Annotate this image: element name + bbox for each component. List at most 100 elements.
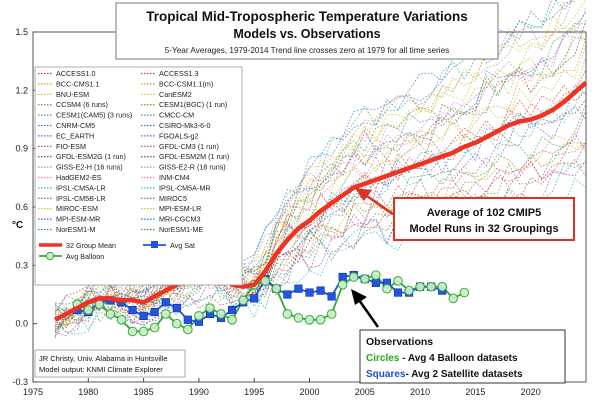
- satellite-data-point: [371, 278, 380, 287]
- legend-model-label: EC_EARTH: [56, 131, 94, 140]
- legend-avg-balloon-label: Avg Balloon: [66, 252, 104, 261]
- legend-model-label: BCC-CSM1.1(m): [159, 79, 213, 88]
- legend-model-label: MPI-ESM-LR: [159, 204, 201, 213]
- model-run-line: [54, 12, 587, 315]
- credit-line-2: Model output: KNMI Climate Explorer: [39, 365, 163, 374]
- balloon-data-point: [393, 276, 403, 286]
- x-axis-ticks: 1975 1980 1985 1990 1995 2000 2005 2010 2015 2020: [23, 378, 541, 397]
- axes: 1975 1980 1985 1990 1995 2000 2005 2010 2015 2020…: [12, 27, 541, 397]
- balloon-data-point: [205, 303, 215, 313]
- group-mean-series-line: [54, 80, 588, 322]
- legend-model-label: CESM1(CAM5) (3 runs): [56, 111, 132, 120]
- credit-box: JR Christy, Univ. Alabama in Huntsville …: [34, 349, 186, 378]
- satellite-data-point: [227, 305, 237, 315]
- legend-model-label: GISS-E2-R (18 runs): [159, 163, 226, 172]
- balloon-data-point: [382, 283, 392, 294]
- legend-model-label: MIROC5: [159, 194, 187, 203]
- balloon-data-point: [194, 311, 204, 321]
- model-run-line: [54, 161, 587, 331]
- satellite-data-point: [283, 290, 292, 299]
- legend-model-label: GFDL-CM3 (1 run): [159, 142, 219, 151]
- legend-model-label: BCC-CMS1.1: [56, 79, 100, 88]
- balloon-data-point: [459, 287, 470, 298]
- legend-model-label: NorESM1-M: [56, 225, 96, 234]
- balloon-data-point: [304, 314, 315, 325]
- chart-subtitle: Models vs. Observations: [233, 27, 380, 41]
- obs-circles-label: Circles: [366, 353, 400, 364]
- legend-model-label: CSIRO-Mk3-6-0: [159, 121, 211, 130]
- y-tick-label: 0.6: [15, 202, 28, 212]
- legend-model-label: CESM1(BGC) (1 run): [159, 100, 227, 109]
- model-run-line: [54, 36, 587, 320]
- balloon-data-point: [271, 283, 282, 294]
- y-tick-label: 0.3: [15, 260, 28, 270]
- y-axis-label: °C: [12, 220, 23, 231]
- chart-title: Tropical Mid-Tropospheric Temperature Va…: [146, 9, 468, 24]
- satellite-data-point: [393, 288, 403, 297]
- legend-avg-sat-label: Avg Sat: [170, 241, 195, 250]
- legend-model-label: FGOALS-g2: [159, 131, 199, 140]
- balloon-data-point: [348, 272, 359, 282]
- callout-arrow-shaft: [363, 192, 394, 216]
- legend-model-label: ACCESS1.0: [56, 69, 96, 78]
- balloon-data-point: [293, 312, 304, 323]
- satellite-series-line: [77, 274, 443, 323]
- legend-avg-balloon: Avg Balloon: [39, 251, 104, 261]
- obs-squares-desc: - Avg 2 Satellite datasets: [405, 369, 523, 380]
- model-run-line: [54, 0, 573, 332]
- x-tick-label: 2000: [299, 387, 319, 397]
- legend-model-label: CCSM4 (6 runs): [56, 100, 108, 109]
- satellite-data-point: [338, 272, 347, 282]
- obs-arrow-shaft: [357, 299, 380, 328]
- model-run-line: [55, 105, 587, 312]
- series-layer: [54, 80, 588, 337]
- legend-box: [34, 66, 243, 286]
- legend-model-label: IPSL-CM5B-LR: [56, 194, 106, 203]
- satellite-data-point: [161, 298, 170, 307]
- balloon-data-point: [359, 274, 370, 284]
- legend-model-label: IPSL-CM5A-LR: [56, 183, 106, 192]
- legend-model-label: GFDL-ESM2G (1 run): [56, 152, 126, 161]
- x-tick-label: 2005: [355, 387, 375, 397]
- legend-model-label: ACCESS1.3: [159, 69, 199, 78]
- x-tick-label: 2015: [465, 387, 485, 397]
- model-run-line: [54, 143, 587, 327]
- legend-model-label: MPI-ESM-MR: [56, 215, 100, 224]
- balloon-data-point: [260, 276, 271, 286]
- balloon-data-point: [149, 322, 160, 333]
- legend-model-label: IPSL-CM5A-MR: [159, 183, 211, 192]
- balloon-data-point: [105, 309, 116, 319]
- balloon-data-point: [404, 285, 414, 296]
- legend-model-label: MRI-CGCM3: [159, 215, 201, 224]
- balloon-data-point: [182, 324, 193, 335]
- balloon-data-point: [83, 305, 94, 315]
- satellite-data-point: [250, 294, 259, 303]
- x-tick-label: 1975: [23, 387, 43, 397]
- balloon-data-point: [138, 326, 149, 337]
- balloon-data-point: [315, 314, 326, 325]
- legend-group-mean: 32 Group Mean: [39, 241, 116, 250]
- satellite-data-point: [139, 311, 148, 320]
- y-tick-label: 0.0: [15, 319, 28, 329]
- legend-model-label: BNU-ESM: [56, 90, 89, 99]
- balloon-data-point: [448, 293, 459, 304]
- balloon-data-point: [437, 281, 448, 292]
- legend-model-label: CanESM2: [159, 90, 192, 99]
- satellite-data-point: [183, 315, 192, 324]
- obs-circles-line: Circles - Avg 4 Balloon datasets: [366, 353, 518, 364]
- balloon-data-point: [415, 281, 425, 292]
- model-run-line: [54, 0, 558, 333]
- balloon-data-point: [127, 326, 138, 337]
- y-tick-label: 0.9: [15, 144, 28, 154]
- balloon-data-point: [216, 309, 226, 319]
- obs-squares-label: Squares: [366, 369, 406, 380]
- model-run-line: [54, 7, 587, 320]
- legend-model-label: MIROC-ESM: [56, 204, 98, 213]
- model-run-line: [55, 23, 587, 322]
- satellite-data-point: [327, 292, 336, 301]
- x-tick-label: 1995: [244, 387, 264, 397]
- observations-callout: Observations Circles - Avg 4 Balloon dat…: [351, 289, 566, 384]
